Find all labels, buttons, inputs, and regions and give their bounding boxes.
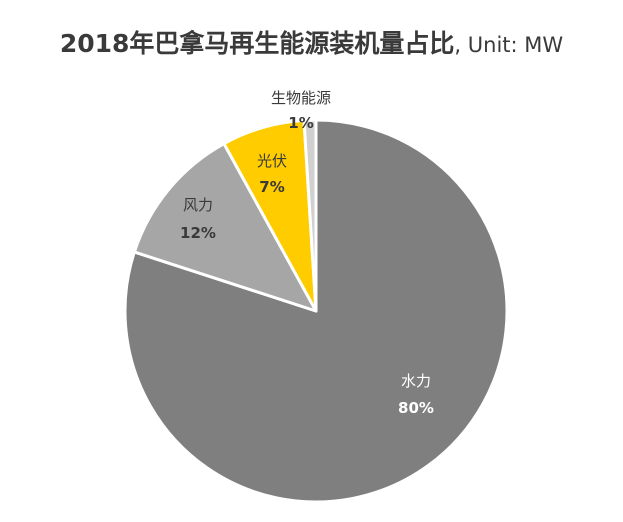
chart-title: 2018年巴拿马再生能源装机量占比, Unit: MW — [0, 24, 623, 60]
chart-title-unit: , Unit: MW — [454, 33, 564, 57]
slice-value-wind: 12% — [180, 224, 216, 242]
pie-slice-hydro — [123, 118, 509, 504]
slice-value-bio: 1% — [288, 114, 313, 132]
slice-label-solar: 光伏 — [257, 152, 287, 170]
pie-slice-bio — [302, 118, 318, 313]
pie-slice-wind — [132, 142, 318, 313]
slice-value-solar: 7% — [259, 178, 284, 196]
slice-value-hydro: 80% — [398, 399, 434, 417]
slice-label-hydro: 水力 — [401, 372, 431, 390]
chart-title-main: 2018年巴拿马再生能源装机量占比 — [59, 29, 455, 58]
slice-label-wind: 风力 — [183, 196, 213, 214]
slice-label-bio: 生物能源 — [271, 89, 331, 107]
